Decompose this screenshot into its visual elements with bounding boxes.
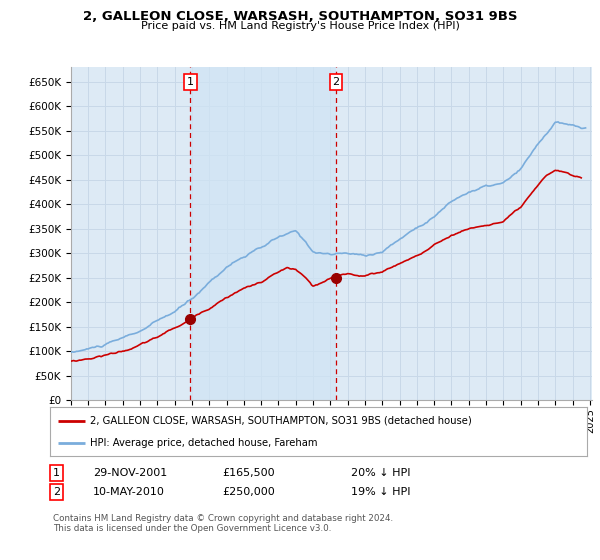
Text: 2, GALLEON CLOSE, WARSASH, SOUTHAMPTON, SO31 9BS (detached house): 2, GALLEON CLOSE, WARSASH, SOUTHAMPTON, … <box>90 416 472 426</box>
Text: 1: 1 <box>187 77 194 87</box>
Text: 10-MAY-2010: 10-MAY-2010 <box>93 487 165 497</box>
Text: 29-NOV-2001: 29-NOV-2001 <box>93 468 167 478</box>
Text: 2: 2 <box>53 487 60 497</box>
Text: Contains HM Land Registry data © Crown copyright and database right 2024.
This d: Contains HM Land Registry data © Crown c… <box>53 514 393 533</box>
Text: 2: 2 <box>332 77 340 87</box>
Text: £250,000: £250,000 <box>222 487 275 497</box>
Text: £165,500: £165,500 <box>222 468 275 478</box>
Text: 19% ↓ HPI: 19% ↓ HPI <box>351 487 410 497</box>
Text: HPI: Average price, detached house, Fareham: HPI: Average price, detached house, Fare… <box>90 437 317 447</box>
Text: 1: 1 <box>53 468 60 478</box>
Text: 2, GALLEON CLOSE, WARSASH, SOUTHAMPTON, SO31 9BS: 2, GALLEON CLOSE, WARSASH, SOUTHAMPTON, … <box>83 10 517 23</box>
Bar <box>190 67 336 400</box>
Text: Price paid vs. HM Land Registry's House Price Index (HPI): Price paid vs. HM Land Registry's House … <box>140 21 460 31</box>
Text: 20% ↓ HPI: 20% ↓ HPI <box>351 468 410 478</box>
